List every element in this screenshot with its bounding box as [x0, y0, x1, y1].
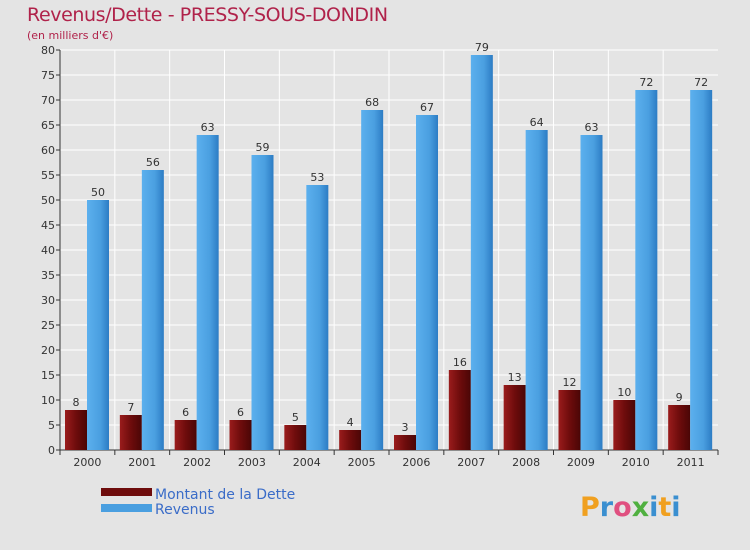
proxiti-logo: Proxiti: [580, 492, 681, 523]
x-tick-label: 2001: [128, 456, 156, 469]
bar-dette: [119, 415, 142, 450]
x-tick-label: 2005: [348, 456, 376, 469]
chart-title: Revenus/Dette - PRESSY-SOUS-DONDIN: [27, 4, 388, 26]
data-label: 3: [402, 421, 409, 434]
y-tick-label: 30: [41, 294, 55, 307]
data-labels: 8 50 7 56 6 63 6 59 5 53 4 68 3 67 16 79 13 64 12 63 10 72 9 72: [73, 41, 709, 434]
bar-revenus: [580, 135, 603, 450]
y-tick-label: 65: [41, 119, 55, 132]
bar-revenus: [635, 90, 658, 450]
y-tick-label: 50: [41, 194, 55, 207]
bar-revenus: [690, 90, 713, 450]
data-label: 63: [585, 121, 599, 134]
data-label: 12: [563, 376, 577, 389]
data-label: 8: [73, 396, 80, 409]
bar-revenus: [196, 135, 219, 450]
y-tick-label: 40: [41, 244, 55, 257]
bar-dette: [229, 420, 252, 450]
legend-label-debt: Montant de la Dette: [155, 487, 295, 503]
y-tick-label: 80: [41, 44, 55, 57]
y-tick-label: 20: [41, 344, 55, 357]
legend: Montant de la Dette Revenus: [101, 487, 295, 518]
y-tick-label: 55: [41, 169, 55, 182]
y-tick-label: 75: [41, 69, 55, 82]
y-tick-label: 5: [48, 419, 55, 432]
bar-dette: [503, 385, 526, 450]
svg-text:Proxiti: Proxiti: [580, 492, 681, 523]
data-label: 16: [453, 356, 467, 369]
bar-dette: [668, 405, 691, 450]
x-tick-label: 2007: [457, 456, 485, 469]
grid-lines: [60, 49, 718, 450]
y-tick-label: 60: [41, 144, 55, 157]
data-label: 53: [310, 171, 324, 184]
x-tick-label: 2010: [622, 456, 650, 469]
chart-subtitle: (en milliers d'€): [27, 29, 114, 42]
bar-revenus: [87, 200, 109, 450]
bar-revenus: [470, 55, 493, 450]
y-tick-label: 25: [41, 319, 55, 332]
x-tick-label: 2011: [677, 456, 705, 469]
data-label: 4: [347, 416, 354, 429]
data-label: 68: [365, 96, 379, 109]
bar-dette: [65, 410, 87, 450]
y-tick-label: 45: [41, 219, 55, 232]
data-label: 6: [182, 406, 189, 419]
bar-revenus: [141, 170, 164, 450]
x-tick-label: 2009: [567, 456, 595, 469]
bars: [65, 55, 713, 450]
y-tick-label: 70: [41, 94, 55, 107]
data-label: 67: [420, 101, 434, 114]
bar-dette: [284, 425, 307, 450]
data-label: 56: [146, 156, 160, 169]
y-tick-label: 15: [41, 369, 55, 382]
data-label: 5: [292, 411, 299, 424]
x-tick-label: 2002: [183, 456, 211, 469]
y-tick-label: 0: [48, 444, 55, 457]
y-tick-label: 10: [41, 394, 55, 407]
bar-revenus: [306, 185, 329, 450]
legend-label-revenus: Revenus: [155, 502, 215, 518]
data-label: 7: [127, 401, 134, 414]
bar-dette: [448, 370, 471, 450]
x-tick-label: 2000: [73, 456, 101, 469]
x-tick-label: 2008: [512, 456, 540, 469]
x-tick-label: 2003: [238, 456, 266, 469]
bar-dette: [394, 435, 416, 450]
data-label: 72: [694, 76, 708, 89]
data-label: 79: [475, 41, 489, 54]
data-label: 50: [91, 186, 105, 199]
data-label: 72: [639, 76, 653, 89]
data-label: 64: [530, 116, 544, 129]
data-label: 63: [201, 121, 215, 134]
bar-revenus: [251, 155, 274, 450]
data-label: 9: [676, 391, 683, 404]
x-tick-label: 2004: [293, 456, 321, 469]
data-label: 6: [237, 406, 244, 419]
y-tick-label: 35: [41, 269, 55, 282]
bar-revenus: [416, 115, 438, 450]
data-label: 59: [256, 141, 270, 154]
bar-dette: [339, 430, 362, 450]
legend-swatch-debt: [101, 488, 152, 496]
legend-swatch-revenus: [101, 504, 152, 512]
bar-dette: [174, 420, 197, 450]
data-label: 13: [508, 371, 522, 384]
x-tick-label: 2006: [402, 456, 430, 469]
bar-revenus: [525, 130, 548, 450]
data-label: 10: [617, 386, 631, 399]
bar-dette: [558, 390, 581, 450]
bar-revenus: [361, 110, 384, 450]
bar-dette: [613, 400, 636, 450]
